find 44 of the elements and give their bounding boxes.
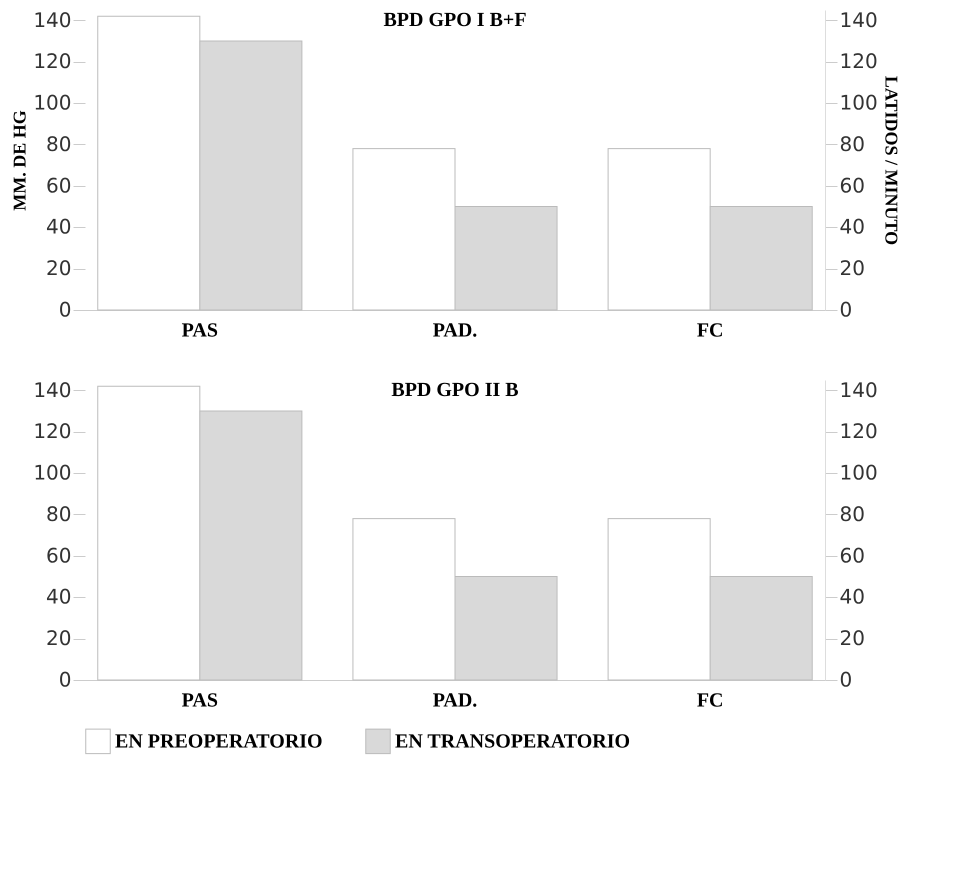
y2-tick-label: 60 (840, 173, 865, 198)
y-tick-label: 140 (33, 8, 72, 32)
y-axis-title: MM. DE HG (9, 110, 30, 211)
chart-title: BPD GPO II B (391, 379, 519, 401)
y-tick-label: 120 (33, 419, 72, 444)
y2-tick-label: 0 (840, 668, 852, 692)
y-tick-label: 80 (46, 132, 72, 156)
x-tick-label: FC (696, 690, 724, 712)
x-tick-label: PAS (182, 690, 218, 712)
y-tick-label: 40 (46, 214, 72, 239)
y2-tick-label: 100 (840, 90, 878, 115)
x-tick-label: PAD. (432, 690, 478, 712)
y-tick-label: 40 (46, 584, 72, 609)
y2-tick-label: 80 (840, 502, 865, 526)
y2-tick-label: 60 (840, 543, 865, 568)
y2-tick-label: 140 (840, 8, 878, 32)
y2-tick-label: 80 (840, 132, 865, 156)
y-tick-label: 60 (46, 173, 72, 198)
y2-axis-title: LATIDOS / MINUTO (882, 76, 902, 246)
y2-tick-label: 40 (840, 214, 865, 239)
x-tick-label: PAD. (432, 320, 478, 342)
y-tick-label: 20 (46, 256, 72, 280)
legend-label: EN TRANSOPERATORIO (395, 730, 630, 752)
y-tick-label: 80 (46, 502, 72, 526)
y2-tick-label: 120 (840, 49, 878, 74)
y-tick-label: 60 (46, 543, 72, 568)
y-tick-label: 100 (33, 460, 72, 485)
y2-tick-label: 140 (840, 378, 878, 402)
y-tick-label: 20 (46, 626, 72, 650)
y-tick-label: 100 (33, 90, 72, 115)
y-tick-label: 0 (58, 668, 72, 692)
y2-tick-label: 100 (840, 460, 878, 485)
y2-tick-label: 40 (840, 584, 865, 609)
y-tick-label: 140 (33, 378, 72, 402)
y2-tick-label: 0 (840, 298, 852, 322)
legend-label: EN PREOPERATORIO (115, 730, 323, 752)
y2-tick-label: 20 (840, 256, 865, 280)
y-tick-label: 0 (58, 298, 72, 322)
chart-title: BPD GPO I B+F (383, 9, 527, 31)
y2-tick-label: 120 (840, 419, 878, 444)
y2-tick-label: 20 (840, 626, 865, 650)
x-tick-label: PAS (182, 320, 218, 342)
x-tick-label: FC (696, 320, 724, 342)
y-tick-label: 120 (33, 49, 72, 74)
